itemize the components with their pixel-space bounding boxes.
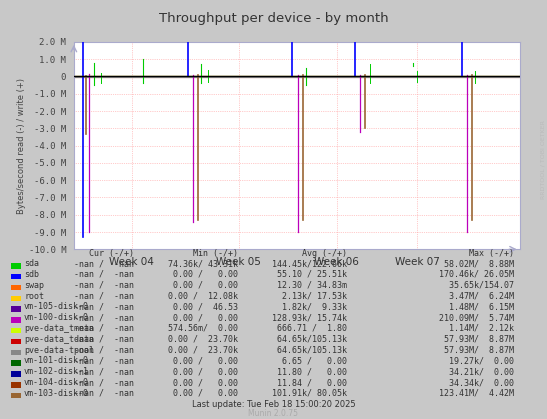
Text: 0.00 /   0.00: 0.00 / 0.00 [168, 367, 238, 376]
Text: sda: sda [24, 259, 39, 268]
Text: 0.00 /  23.70k: 0.00 / 23.70k [163, 346, 238, 354]
Text: Cur (-/+): Cur (-/+) [89, 248, 134, 258]
Text: 57.93M/  8.87M: 57.93M/ 8.87M [439, 335, 514, 344]
Text: 64.65k/105.13k: 64.65k/105.13k [272, 346, 347, 354]
Text: -nan /  -nan: -nan / -nan [74, 367, 134, 376]
Text: 123.41M/  4.42M: 123.41M/ 4.42M [439, 389, 514, 398]
Text: -nan /  -nan: -nan / -nan [74, 378, 134, 387]
Text: Max (-/+): Max (-/+) [469, 248, 514, 258]
Text: -nan /  -nan: -nan / -nan [74, 357, 134, 365]
Text: 0.00 /   0.00: 0.00 / 0.00 [168, 281, 238, 290]
Text: 55.10 / 25.51k: 55.10 / 25.51k [272, 270, 347, 279]
Text: 1.82k/  9.33k: 1.82k/ 9.33k [272, 303, 347, 311]
Text: 34.34k/  0.00: 34.34k/ 0.00 [444, 378, 514, 387]
Text: pve-data-tpool: pve-data-tpool [24, 346, 94, 354]
Text: 0.00 /  46.53: 0.00 / 46.53 [168, 303, 238, 311]
Text: -nan /  -nan: -nan / -nan [74, 346, 134, 354]
Text: 0.00 /  12.08k: 0.00 / 12.08k [163, 292, 238, 300]
Text: 666.71 /  1.80: 666.71 / 1.80 [277, 324, 347, 333]
Text: -nan /  -nan: -nan / -nan [74, 270, 134, 279]
Text: 11.84 /   0.00: 11.84 / 0.00 [272, 378, 347, 387]
Text: 210.09M/  5.74M: 210.09M/ 5.74M [439, 313, 514, 322]
Text: 57.93M/  8.87M: 57.93M/ 8.87M [439, 346, 514, 354]
Text: RRDTOOL / TOBI OETKER: RRDTOOL / TOBI OETKER [541, 120, 546, 199]
Text: vm-100-disk-0: vm-100-disk-0 [24, 313, 89, 322]
Text: -nan /  -nan: -nan / -nan [74, 259, 134, 268]
Text: 0.00 /   0.00: 0.00 / 0.00 [168, 357, 238, 365]
Text: 0.00 /   0.00: 0.00 / 0.00 [168, 378, 238, 387]
Text: 574.56m/  0.00: 574.56m/ 0.00 [168, 324, 238, 333]
Text: sdb: sdb [24, 270, 39, 279]
Text: pve-data_tmeta: pve-data_tmeta [24, 324, 94, 333]
Text: Throughput per device - by month: Throughput per device - by month [159, 12, 388, 25]
Text: -nan /  -nan: -nan / -nan [74, 313, 134, 322]
Text: 0.00 /   0.00: 0.00 / 0.00 [168, 270, 238, 279]
Text: vm-105-disk-0: vm-105-disk-0 [24, 303, 89, 311]
Text: 128.93k/ 15.74k: 128.93k/ 15.74k [272, 313, 347, 322]
Text: 0.00 /   0.00: 0.00 / 0.00 [168, 313, 238, 322]
Text: -nan /  -nan: -nan / -nan [74, 281, 134, 290]
Text: swap: swap [24, 281, 44, 290]
Text: root: root [24, 292, 44, 300]
Text: vm-101-disk-0: vm-101-disk-0 [24, 357, 89, 365]
Y-axis label: Bytes/second read (-) / write (+): Bytes/second read (-) / write (+) [17, 78, 26, 214]
Text: 170.46k/ 26.05M: 170.46k/ 26.05M [439, 270, 514, 279]
Text: 58.02M/  8.88M: 58.02M/ 8.88M [439, 259, 514, 268]
Text: 1.14M/  2.12k: 1.14M/ 2.12k [439, 324, 514, 333]
Text: -nan /  -nan: -nan / -nan [74, 389, 134, 398]
Text: pve-data_tdata: pve-data_tdata [24, 335, 94, 344]
Text: -nan /  -nan: -nan / -nan [74, 292, 134, 300]
Text: 64.65k/105.13k: 64.65k/105.13k [272, 335, 347, 344]
Text: -nan /  -nan: -nan / -nan [74, 324, 134, 333]
Text: Last update: Tue Feb 18 15:00:20 2025: Last update: Tue Feb 18 15:00:20 2025 [191, 400, 356, 409]
Text: 101.91k/ 80.05k: 101.91k/ 80.05k [272, 389, 347, 398]
Text: 34.21k/  0.00: 34.21k/ 0.00 [444, 367, 514, 376]
Text: 3.47M/  6.24M: 3.47M/ 6.24M [439, 292, 514, 300]
Text: -nan /  -nan: -nan / -nan [74, 303, 134, 311]
Text: 0.00 /  23.70k: 0.00 / 23.70k [163, 335, 238, 344]
Text: Munin 2.0.75: Munin 2.0.75 [248, 409, 299, 418]
Text: vm-102-disk-1: vm-102-disk-1 [24, 367, 89, 376]
Text: 35.65k/154.07: 35.65k/154.07 [444, 281, 514, 290]
Text: 2.13k/ 17.53k: 2.13k/ 17.53k [272, 292, 347, 300]
Text: 0.00 /   0.00: 0.00 / 0.00 [168, 389, 238, 398]
Text: 1.48M/  6.15M: 1.48M/ 6.15M [439, 303, 514, 311]
Text: vm-104-disk-0: vm-104-disk-0 [24, 378, 89, 387]
Text: 11.80 /   0.00: 11.80 / 0.00 [272, 367, 347, 376]
Text: 12.30 / 34.83m: 12.30 / 34.83m [272, 281, 347, 290]
Text: Min (-/+): Min (-/+) [193, 248, 238, 258]
Text: 19.27k/  0.00: 19.27k/ 0.00 [444, 357, 514, 365]
Text: vm-103-disk-0: vm-103-disk-0 [24, 389, 89, 398]
Text: 74.36k/ 43.31k: 74.36k/ 43.31k [168, 259, 238, 268]
Text: 144.45k/122.66k: 144.45k/122.66k [272, 259, 347, 268]
Text: Avg (-/+): Avg (-/+) [302, 248, 347, 258]
Text: -nan /  -nan: -nan / -nan [74, 335, 134, 344]
Text: 6.65 /   0.00: 6.65 / 0.00 [272, 357, 347, 365]
